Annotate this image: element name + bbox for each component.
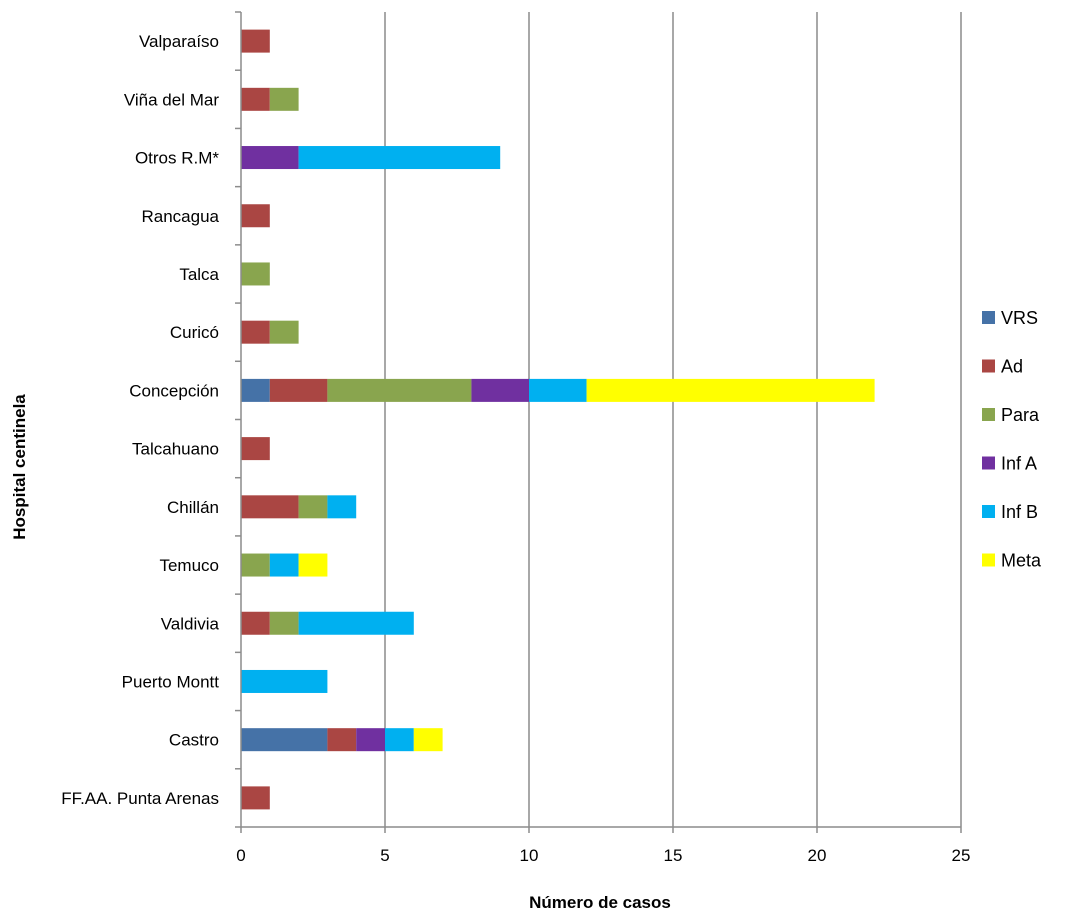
legend-swatch: [982, 456, 995, 470]
y-tick-label: Talca: [179, 265, 219, 284]
legend: VRS Ad Para Inf A Inf B Meta: [982, 308, 1042, 571]
bar-segment: [269, 553, 299, 577]
bar-segment: [298, 146, 501, 170]
y-tick-label: Rancagua: [141, 207, 219, 226]
x-tick-label: 15: [664, 846, 683, 865]
legend-label: Inf B: [1001, 502, 1038, 522]
x-tick-label: 5: [380, 846, 389, 865]
bar-segment: [241, 786, 270, 810]
y-tick-label: Temuco: [159, 556, 219, 575]
bars: [241, 29, 875, 810]
grid-lines: [384, 12, 962, 827]
legend-swatch: [982, 408, 995, 421]
y-tick-label: Puerto Montt: [122, 672, 220, 691]
x-tick-label: 25: [952, 846, 971, 865]
bar-segment: [269, 611, 299, 635]
bar-segment: [298, 495, 328, 519]
legend-swatch: [982, 553, 995, 567]
x-tick-labels: 0 5 10 15 20 25: [236, 846, 970, 865]
bar-segment: [241, 262, 270, 286]
y-tick-label: Curicó: [170, 323, 219, 342]
axes: [235, 11, 962, 833]
x-tick-label: 0: [236, 846, 245, 865]
bar-segment: [241, 204, 270, 228]
legend-swatch: [982, 311, 995, 324]
y-tick-label: Chillán: [167, 498, 219, 517]
bar-segment: [241, 611, 270, 635]
bar-segment: [298, 611, 414, 635]
bar-segment: [269, 378, 328, 402]
bar-segment: [241, 437, 270, 461]
bar-segment: [241, 553, 270, 577]
bar-segment: [385, 728, 414, 752]
legend-label: VRS: [1001, 308, 1038, 328]
x-tick-label: 10: [520, 846, 539, 865]
legend-swatch: [982, 359, 995, 373]
bar-segment: [327, 728, 357, 752]
y-tick-label: Viña del Mar: [124, 90, 219, 109]
bar-segment: [241, 320, 270, 344]
y-tick-label: Otros R.M*: [135, 149, 219, 168]
bar-segment: [529, 378, 587, 402]
y-tick-label: FF.AA. Punta Arenas: [61, 789, 219, 808]
legend-label: Ad: [1001, 357, 1023, 377]
bar-segment: [269, 87, 299, 111]
bar-segment: [327, 495, 357, 519]
y-tick-label: Valparaíso: [139, 32, 219, 51]
y-tick-label: Valdivia: [161, 614, 220, 633]
bar-segment: [298, 553, 328, 577]
bar-segment: [241, 495, 299, 519]
bar-segment: [471, 378, 529, 402]
bar-segment: [269, 320, 299, 344]
bar-segment: [413, 728, 443, 752]
y-tick-label: Talcahuano: [132, 440, 219, 459]
bar-segment: [241, 87, 270, 111]
legend-label: Meta: [1001, 551, 1042, 571]
bar-segment: [241, 146, 299, 170]
legend-label: Para: [1001, 405, 1040, 425]
bar-segment: [327, 378, 472, 402]
y-axis-title: Hospital centinela: [10, 394, 29, 540]
y-tick-labels: Valparaíso Viña del Mar Otros R.M* Rancagua…: [61, 32, 219, 808]
legend-label: Inf A: [1001, 454, 1037, 474]
bar-segment: [241, 29, 270, 53]
x-axis-title: Número de casos: [529, 893, 671, 912]
x-tick-label: 20: [808, 846, 827, 865]
bar-segment: [241, 728, 328, 752]
bar-segment: [356, 728, 385, 752]
legend-swatch: [982, 505, 995, 518]
bar-segment: [241, 669, 328, 693]
bar-segment: [586, 378, 875, 402]
y-tick-label: Castro: [169, 731, 219, 750]
y-tick-label: Concepción: [129, 381, 219, 400]
bar-segment: [241, 378, 270, 402]
